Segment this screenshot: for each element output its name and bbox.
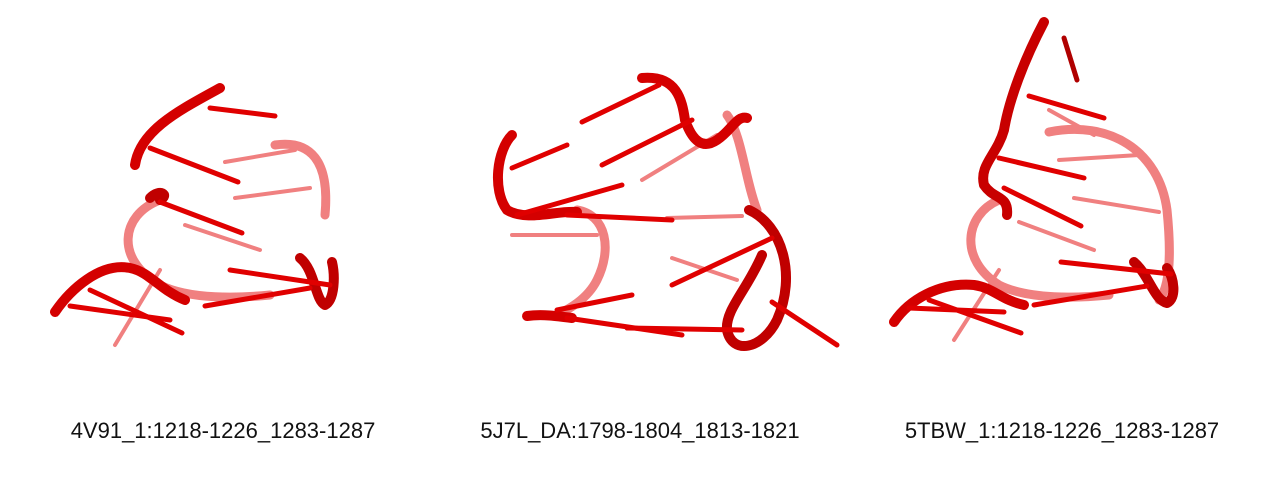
structure-panel-2: 5J7L_DA:1798-1804_1813-1821: [427, 0, 853, 480]
base-pair: [223, 148, 297, 164]
base-pair: [207, 105, 278, 119]
backbone-front: [50, 262, 190, 317]
base-pair: [564, 212, 675, 223]
base-pair: [67, 303, 173, 323]
backbone-front: [130, 83, 225, 170]
base-pair: [906, 305, 1007, 315]
backbone-front: [145, 187, 170, 205]
base-pair: [1061, 35, 1080, 83]
backbone-front: [978, 17, 1049, 220]
base-pair: [87, 287, 185, 336]
structure-panel-3: 5TBW_1:1218-1226_1283-1287: [849, 0, 1275, 480]
base-pair: [624, 325, 745, 333]
base-pair: [1001, 185, 1084, 229]
base-pair: [233, 186, 312, 200]
base-pair: [599, 117, 695, 168]
base-pair: [1031, 283, 1150, 308]
backbone-front: [492, 130, 582, 221]
base-pair: [926, 297, 1024, 336]
structure-caption-3: 5TBW_1:1218-1226_1283-1287: [904, 418, 1220, 443]
rna-structure-2: [492, 72, 840, 351]
base-pair: [665, 214, 744, 220]
base-pair: [952, 268, 1001, 342]
base-pair: [564, 315, 685, 338]
backbone-back: [552, 205, 610, 320]
structure-caption-1: 4V91_1:1218-1226_1283-1287: [70, 418, 376, 443]
base-pair: [509, 142, 570, 171]
rna-structure-3: [889, 17, 1179, 342]
base-pair: [514, 182, 625, 218]
backbone-front: [295, 253, 339, 310]
base-pair: [769, 299, 840, 348]
base-pair: [669, 235, 775, 288]
base-pair: [1047, 108, 1096, 137]
base-pair: [1057, 153, 1141, 162]
base-pair: [579, 82, 662, 125]
base-pair: [1058, 259, 1174, 277]
base-pair: [554, 292, 635, 313]
base-pair: [183, 223, 262, 252]
base-pair: [147, 145, 241, 185]
rna-structure-1: [50, 83, 339, 347]
backbone-front: [721, 205, 791, 351]
backbone-front: [637, 72, 752, 149]
base-pair: [996, 155, 1087, 181]
base-pair: [1026, 93, 1107, 121]
backbone-back: [270, 139, 331, 220]
base-pair: [157, 199, 245, 236]
backbone-front: [1129, 257, 1179, 308]
structure-panel-1: 4V91_1:1218-1226_1283-1287: [10, 0, 436, 480]
base-pair: [1072, 196, 1161, 214]
base-pair: [1017, 220, 1096, 252]
structure-caption-2: 5J7L_DA:1798-1804_1813-1821: [480, 418, 800, 443]
base-pair: [202, 285, 313, 309]
base-pair: [227, 267, 333, 288]
